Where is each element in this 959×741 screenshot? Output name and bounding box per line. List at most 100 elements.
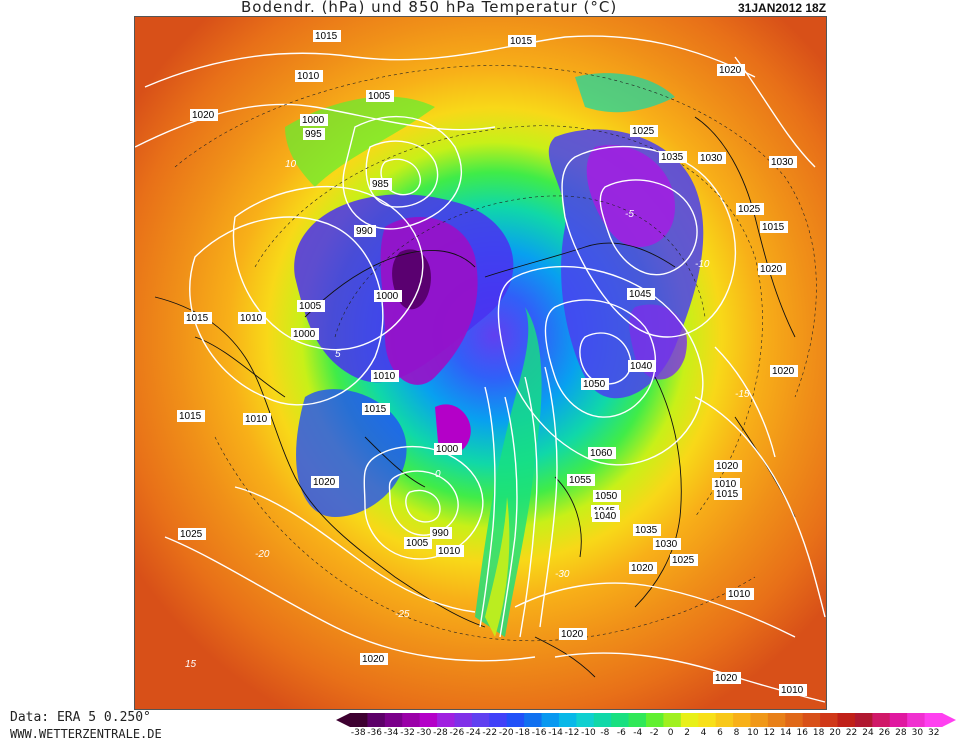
legend-tick-label: 16 bbox=[796, 728, 808, 738]
svg-text:1020: 1020 bbox=[715, 673, 738, 684]
isobar-pressure-label: 1025 bbox=[736, 203, 764, 215]
svg-text:995: 995 bbox=[305, 129, 322, 140]
isobar-pressure-label: 1020 bbox=[770, 365, 798, 377]
legend-tick-label: -20 bbox=[498, 728, 514, 738]
svg-text:1010: 1010 bbox=[714, 479, 737, 490]
isobar-pressure-label: 1040 bbox=[592, 510, 620, 522]
svg-text:1015: 1015 bbox=[762, 222, 785, 233]
svg-text:1020: 1020 bbox=[631, 563, 654, 574]
svg-text:1020: 1020 bbox=[719, 65, 742, 76]
svg-text:1020: 1020 bbox=[192, 110, 215, 121]
svg-text:1055: 1055 bbox=[569, 475, 592, 486]
svg-text:1030: 1030 bbox=[700, 153, 723, 164]
svg-text:1025: 1025 bbox=[738, 204, 761, 215]
website-credit: WWW.WETTERZENTRALE.DE bbox=[10, 727, 162, 741]
legend-tick-label: -38 bbox=[350, 728, 366, 738]
isobar-pressure-label: 1005 bbox=[366, 90, 394, 102]
svg-text:1000: 1000 bbox=[436, 444, 459, 455]
svg-text:1045: 1045 bbox=[629, 289, 652, 300]
svg-text:1010: 1010 bbox=[245, 414, 268, 425]
map-title: Bodendr. (hPa) und 850 hPa Temperatur (°… bbox=[241, 0, 618, 16]
isobar-pressure-label: 1010 bbox=[726, 588, 754, 600]
legend-swatch bbox=[471, 713, 490, 727]
isobar-pressure-label: 985 bbox=[370, 178, 392, 190]
legend-swatch bbox=[820, 713, 839, 727]
isobar-pressure-label: 1015 bbox=[760, 221, 788, 233]
svg-text:1030: 1030 bbox=[655, 539, 678, 550]
legend-tick-label: -18 bbox=[515, 728, 531, 738]
isobar-pressure-label: 1050 bbox=[581, 378, 609, 390]
isobar-pressure-label: 1020 bbox=[713, 672, 741, 684]
svg-text:1015: 1015 bbox=[716, 489, 739, 500]
legend-tick-label: -24 bbox=[465, 728, 481, 738]
isobar-pressure-label: 1055 bbox=[567, 474, 595, 486]
legend-tick-label: 8 bbox=[733, 728, 740, 738]
legend-tick-label: -10 bbox=[581, 728, 596, 738]
legend-swatch bbox=[698, 713, 717, 727]
svg-text:1035: 1035 bbox=[661, 152, 684, 163]
temperature-contour-label: -30 bbox=[555, 569, 570, 580]
color-scale-ticks: -38 -36 -34 -32 -30 -28 -26 -24 -22 -20 -18 -16 -14-… bbox=[336, 728, 956, 740]
isobar-pressure-label: 1000 bbox=[291, 328, 319, 340]
isobar-pressure-label: 1025 bbox=[670, 554, 698, 566]
svg-text:1005: 1005 bbox=[406, 538, 429, 549]
legend-tick-label: -22 bbox=[482, 728, 498, 738]
legend-tick-label: 22 bbox=[845, 728, 858, 738]
isobar-pressure-label: 1015 bbox=[508, 35, 536, 47]
svg-text:1040: 1040 bbox=[630, 361, 653, 372]
isobar-pressure-label: 1010 bbox=[371, 370, 399, 382]
legend-swatch bbox=[506, 713, 525, 727]
legend-swatch bbox=[593, 713, 612, 727]
legend-swatch bbox=[611, 713, 630, 727]
legend-tick-label: -16 bbox=[531, 728, 547, 738]
legend-swatch bbox=[628, 713, 647, 727]
isobar-pressure-label: 990 bbox=[430, 527, 452, 539]
svg-text:1010: 1010 bbox=[240, 313, 263, 324]
legend-swatch bbox=[733, 713, 751, 727]
legend-swatch bbox=[802, 713, 821, 727]
legend-tick-label: -26 bbox=[449, 728, 465, 738]
legend-high-arrow bbox=[942, 713, 956, 727]
svg-text:1010: 1010 bbox=[438, 546, 461, 557]
isobar-pressure-label: 1020 bbox=[629, 562, 657, 574]
legend-tick-label: 18 bbox=[812, 728, 825, 738]
legend-tick-label: -34 bbox=[383, 728, 399, 738]
legend-tick-label: -4 bbox=[633, 728, 643, 738]
svg-text:1000: 1000 bbox=[376, 291, 399, 302]
legend-swatch bbox=[907, 713, 926, 727]
svg-text:990: 990 bbox=[432, 528, 449, 539]
legend-swatch bbox=[889, 713, 908, 727]
legend-swatch bbox=[454, 713, 473, 727]
valid-time-stamp: 31JAN2012 18Z bbox=[738, 1, 827, 15]
legend-tick-label: 20 bbox=[829, 728, 841, 738]
legend-swatch bbox=[350, 713, 368, 727]
isobar-labels: 1015101010201005100099598599010001005101… bbox=[177, 30, 807, 696]
isobar-pressure-label: 1010 bbox=[779, 684, 807, 696]
temperature-contour-label: -25 bbox=[395, 609, 410, 620]
svg-text:1005: 1005 bbox=[299, 301, 322, 312]
svg-text:1020: 1020 bbox=[362, 654, 385, 665]
legend-tick-label: 6 bbox=[717, 728, 723, 738]
isobar-pressure-label: 1025 bbox=[178, 528, 206, 540]
isobar-pressure-label: 1010 bbox=[295, 70, 323, 82]
svg-text:1005: 1005 bbox=[368, 91, 391, 102]
svg-text:990: 990 bbox=[356, 226, 373, 237]
isobar-pressure-label: 1000 bbox=[300, 114, 328, 126]
isobar-pressure-label: 1035 bbox=[659, 151, 687, 163]
legend-tick-label: 10 bbox=[747, 728, 759, 738]
legend-tick-label: -6 bbox=[616, 728, 626, 738]
legend-swatch bbox=[384, 713, 403, 727]
isobar-pressure-label: 1010 bbox=[243, 413, 271, 425]
legend-tick-label: -32 bbox=[400, 728, 415, 738]
isobar-pressure-label: 990 bbox=[354, 225, 376, 237]
svg-text:1015: 1015 bbox=[186, 313, 209, 324]
svg-text:1010: 1010 bbox=[728, 589, 751, 600]
legend-swatch bbox=[715, 713, 734, 727]
color-scale-legend bbox=[336, 713, 956, 727]
isobar-pressure-label: 1020 bbox=[311, 476, 339, 488]
isobar-pressure-label: 1005 bbox=[297, 300, 325, 312]
isobar-pressure-label: 1030 bbox=[769, 156, 797, 168]
isobar-pressure-label: 1040 bbox=[628, 360, 656, 372]
svg-text:1020: 1020 bbox=[561, 629, 584, 640]
legend-tick-label: -30 bbox=[416, 728, 432, 738]
